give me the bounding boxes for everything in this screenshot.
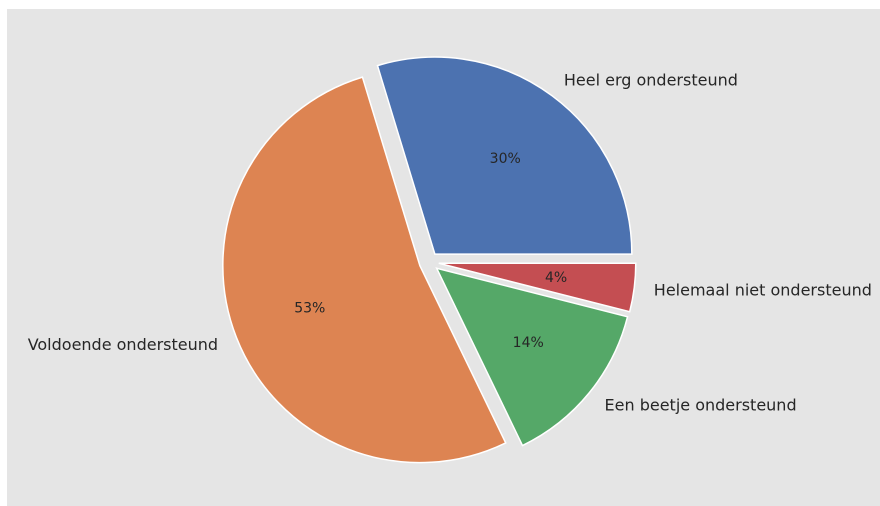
pie-slice-een-beetje-ondersteund [435,267,629,447]
percent-label-helemaal-niet-ondersteund: 4% [545,270,567,286]
slice-labels: Heel erg ondersteund Voldoende ondersteun… [28,70,872,414]
pie-slice-helemaal-niet-ondersteund [438,262,637,313]
slice-label-helemaal-niet-ondersteund: Helemaal niet ondersteund [654,281,872,300]
slice-label-heel-erg-ondersteund: Heel erg ondersteund [564,70,738,89]
slice-label-voldoende-ondersteund: Voldoende ondersteund [28,335,218,354]
pie-slices [222,56,637,464]
pie-slice-heel-erg-ondersteund [376,56,633,255]
percent-label-een-beetje-ondersteund: 14% [513,335,544,351]
percent-label-heel-erg-ondersteund: 30% [490,151,521,167]
pie-slice-voldoende-ondersteund [222,76,507,464]
percent-labels: 30% 53% 14% 4% [294,151,567,351]
percent-label-voldoende-ondersteund: 53% [294,301,325,317]
slice-label-een-beetje-ondersteund: Een beetje ondersteund [605,396,797,415]
